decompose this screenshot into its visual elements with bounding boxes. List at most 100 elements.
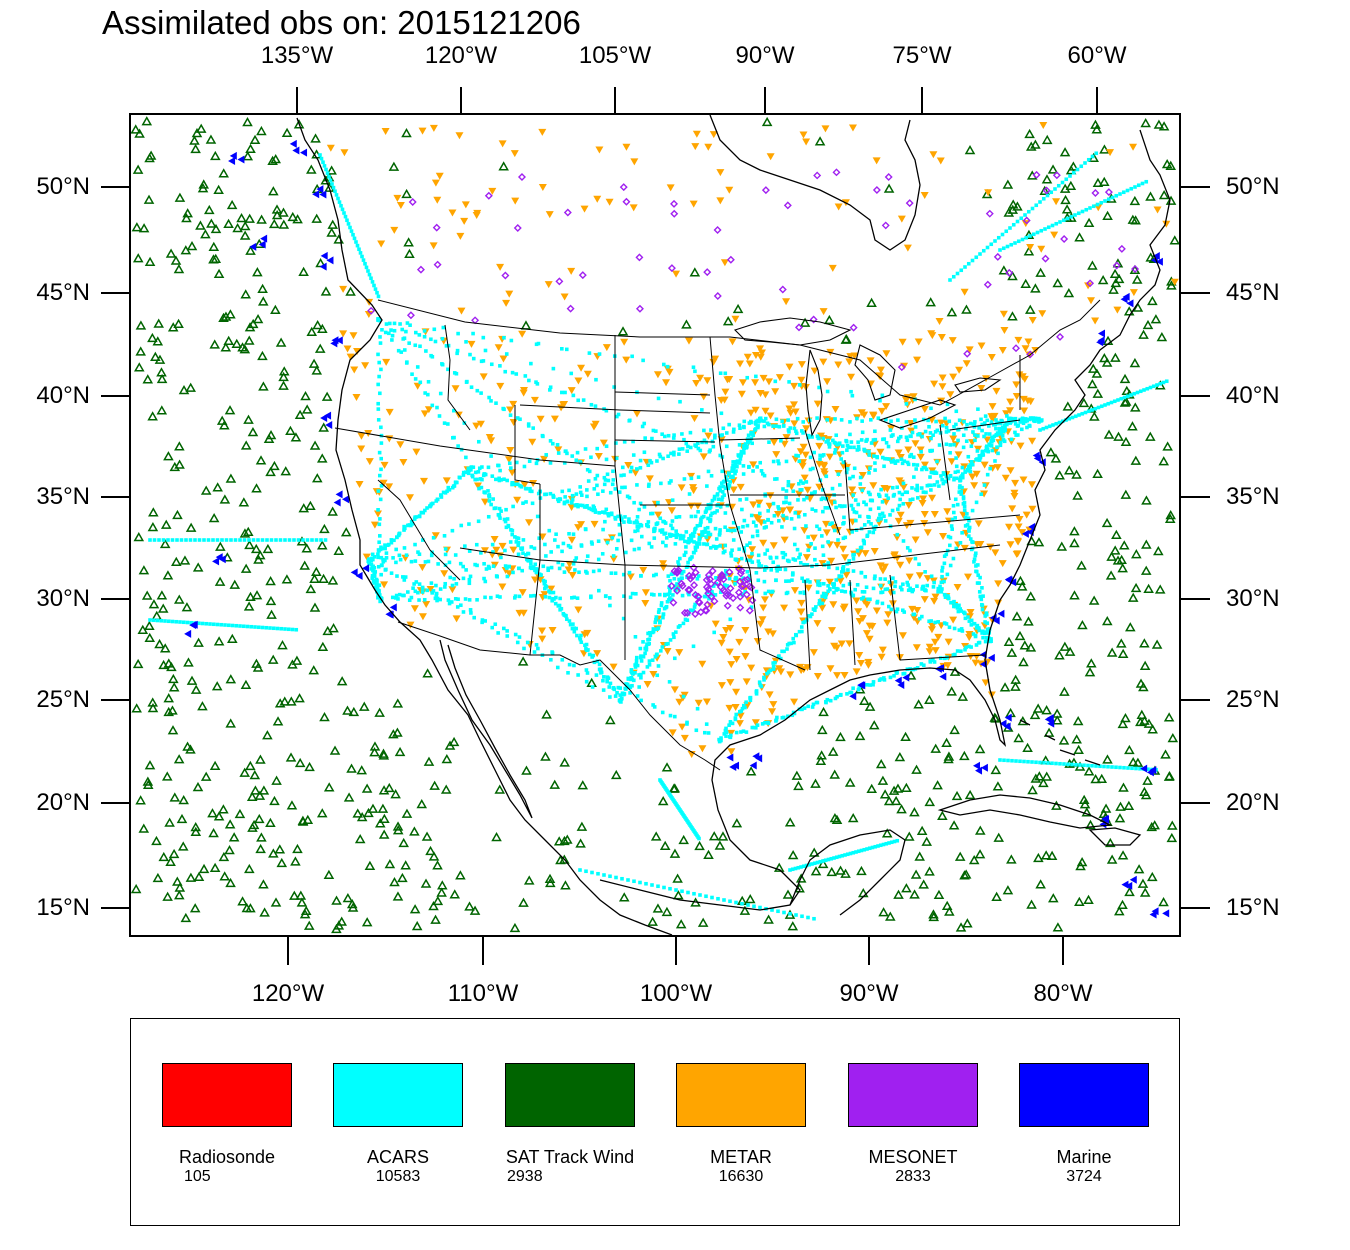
acars-marker <box>958 475 963 480</box>
metar-marker <box>970 482 979 490</box>
acars-marker <box>562 613 567 617</box>
metar-marker <box>346 353 355 361</box>
acars-marker <box>151 618 156 623</box>
sat-wind-marker <box>276 857 288 868</box>
metar-marker <box>903 244 912 252</box>
sat-wind-marker <box>254 790 266 800</box>
sat-wind-marker <box>1030 139 1041 149</box>
acars-marker <box>1103 199 1107 203</box>
acars-marker <box>1084 207 1089 212</box>
sat-wind-marker <box>311 213 323 223</box>
sat-wind-marker <box>1111 529 1122 540</box>
acars-marker <box>815 524 819 529</box>
acars-marker <box>698 536 702 541</box>
acars-marker <box>572 629 577 634</box>
acars-marker <box>775 715 779 720</box>
acars-marker <box>976 573 981 578</box>
acars-marker <box>579 640 584 645</box>
sat-wind-marker <box>239 230 251 240</box>
acars-marker <box>666 454 670 459</box>
acars-marker <box>639 675 643 680</box>
acars-marker <box>583 447 588 451</box>
metar-marker <box>431 532 440 540</box>
acars-marker <box>413 377 418 381</box>
acars-marker <box>663 593 667 598</box>
acars-marker <box>731 430 736 434</box>
acars-marker <box>807 862 812 867</box>
acars-marker <box>567 531 571 536</box>
sat-wind-marker <box>213 636 225 646</box>
acars-marker <box>952 424 956 429</box>
acars-marker <box>744 700 748 705</box>
acars-marker <box>980 607 985 612</box>
acars-marker <box>850 393 855 398</box>
acars-marker <box>534 567 538 571</box>
acars-marker <box>737 423 742 427</box>
sat-wind-marker <box>257 283 268 294</box>
mesonet-marker <box>690 581 699 590</box>
acars-marker <box>981 594 985 598</box>
acars-marker <box>611 469 615 474</box>
sat-wind-marker <box>1116 638 1127 648</box>
acars-marker <box>455 348 460 353</box>
sat-wind-marker <box>243 601 255 611</box>
sat-wind-marker <box>243 335 255 345</box>
metar-marker <box>379 479 388 487</box>
sat-wind-marker <box>913 699 924 709</box>
acars-marker <box>1138 766 1142 771</box>
acars-marker <box>477 486 481 491</box>
acars-marker <box>639 698 643 703</box>
metar-marker <box>809 534 818 542</box>
acars-marker <box>785 647 789 651</box>
acars-marker <box>1016 239 1021 244</box>
acars-marker <box>985 621 990 625</box>
sat-wind-marker <box>1041 705 1052 715</box>
acars-marker <box>616 514 620 519</box>
acars-marker <box>590 870 594 875</box>
mesonet-marker <box>563 208 572 217</box>
sat-wind-marker <box>327 575 339 585</box>
acars-marker <box>745 441 750 445</box>
metar-marker <box>589 423 598 431</box>
marine-marker <box>726 753 734 762</box>
sat-wind-marker <box>959 870 970 880</box>
sat-wind-marker <box>1101 517 1113 528</box>
acars-marker <box>777 654 781 658</box>
acars-marker <box>446 422 450 426</box>
acars-marker <box>301 538 305 542</box>
acars-marker <box>490 474 495 478</box>
mesonet-marker <box>719 585 728 594</box>
acars-marker <box>662 885 666 890</box>
acars-marker <box>673 714 677 719</box>
metar-marker <box>707 602 716 610</box>
sat-wind-marker <box>881 828 893 838</box>
sat-wind-marker <box>138 823 150 833</box>
sat-wind-marker <box>1117 899 1128 909</box>
mesonet-marker <box>680 608 689 617</box>
acars-marker <box>166 538 170 542</box>
acars-marker <box>548 590 552 595</box>
acars-marker <box>166 619 171 624</box>
mesonet-marker <box>667 582 676 591</box>
acars-marker <box>960 485 964 490</box>
sat-wind-marker <box>924 694 935 705</box>
marine-marker <box>1097 336 1105 345</box>
acars-marker <box>820 534 824 538</box>
acars-marker <box>531 426 535 430</box>
acars-marker <box>1022 759 1026 764</box>
acars-marker <box>1093 406 1098 411</box>
acars-marker <box>459 447 464 452</box>
acars-marker <box>798 552 802 557</box>
metar-marker <box>668 729 677 737</box>
sat-wind-marker <box>348 706 360 717</box>
metar-marker <box>797 361 806 369</box>
acars-marker <box>961 433 966 438</box>
sat-wind-marker <box>257 296 269 306</box>
acars-marker <box>686 560 690 565</box>
metar-marker <box>727 748 736 756</box>
acars-marker <box>893 580 898 584</box>
acars-marker <box>486 514 491 519</box>
acars-marker <box>561 541 566 546</box>
acars-marker <box>852 466 857 471</box>
acars-marker <box>600 510 605 514</box>
